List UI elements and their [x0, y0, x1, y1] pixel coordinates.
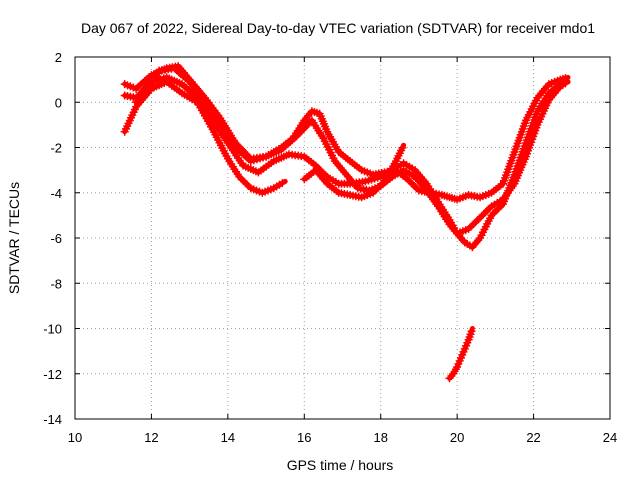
x-tick-label: 14: [221, 430, 235, 445]
series-line: [133, 65, 571, 236]
x-tick-label: 10: [68, 430, 82, 445]
data-point: [398, 143, 407, 152]
y-tick-label: -4: [50, 186, 62, 201]
y-tick-label: -6: [50, 231, 62, 246]
series-layer: [120, 62, 571, 383]
x-tick-label: 24: [603, 430, 617, 445]
x-tick-label: 22: [526, 430, 540, 445]
data-point: [278, 179, 287, 188]
x-tick-label: 12: [144, 430, 158, 445]
y-tick-label: -2: [50, 141, 62, 156]
data-point: [561, 79, 570, 88]
x-axis-label: GPS time / hours: [287, 457, 394, 473]
series-track-c: [120, 77, 288, 197]
series-track-f: [445, 326, 476, 383]
y-tick-label: 0: [55, 95, 62, 110]
data-point: [467, 327, 476, 336]
series-line: [122, 74, 571, 250]
x-tick-label: 16: [297, 430, 311, 445]
tick-layer: 10 12 14 16 18 20 22 24 -14 -12 -10 -8 -6 -4 -2 0 2: [43, 50, 617, 445]
series-track-b: [120, 73, 571, 252]
y-axis-label: SDTVAR / TECUs: [6, 182, 22, 294]
series-track-e: [300, 142, 407, 202]
y-tick-label: -14: [43, 412, 62, 427]
x-tick-label: 18: [373, 430, 387, 445]
chart-title: Day 067 of 2022, Sidereal Day-to-day VTE…: [81, 20, 595, 36]
y-tick-label: -8: [50, 276, 62, 291]
y-tick-label: -10: [43, 322, 62, 337]
y-tick-label: 2: [55, 50, 62, 65]
series-track-d: [132, 64, 571, 238]
x-tick-label: 20: [450, 430, 464, 445]
y-tick-label: -12: [43, 367, 62, 382]
